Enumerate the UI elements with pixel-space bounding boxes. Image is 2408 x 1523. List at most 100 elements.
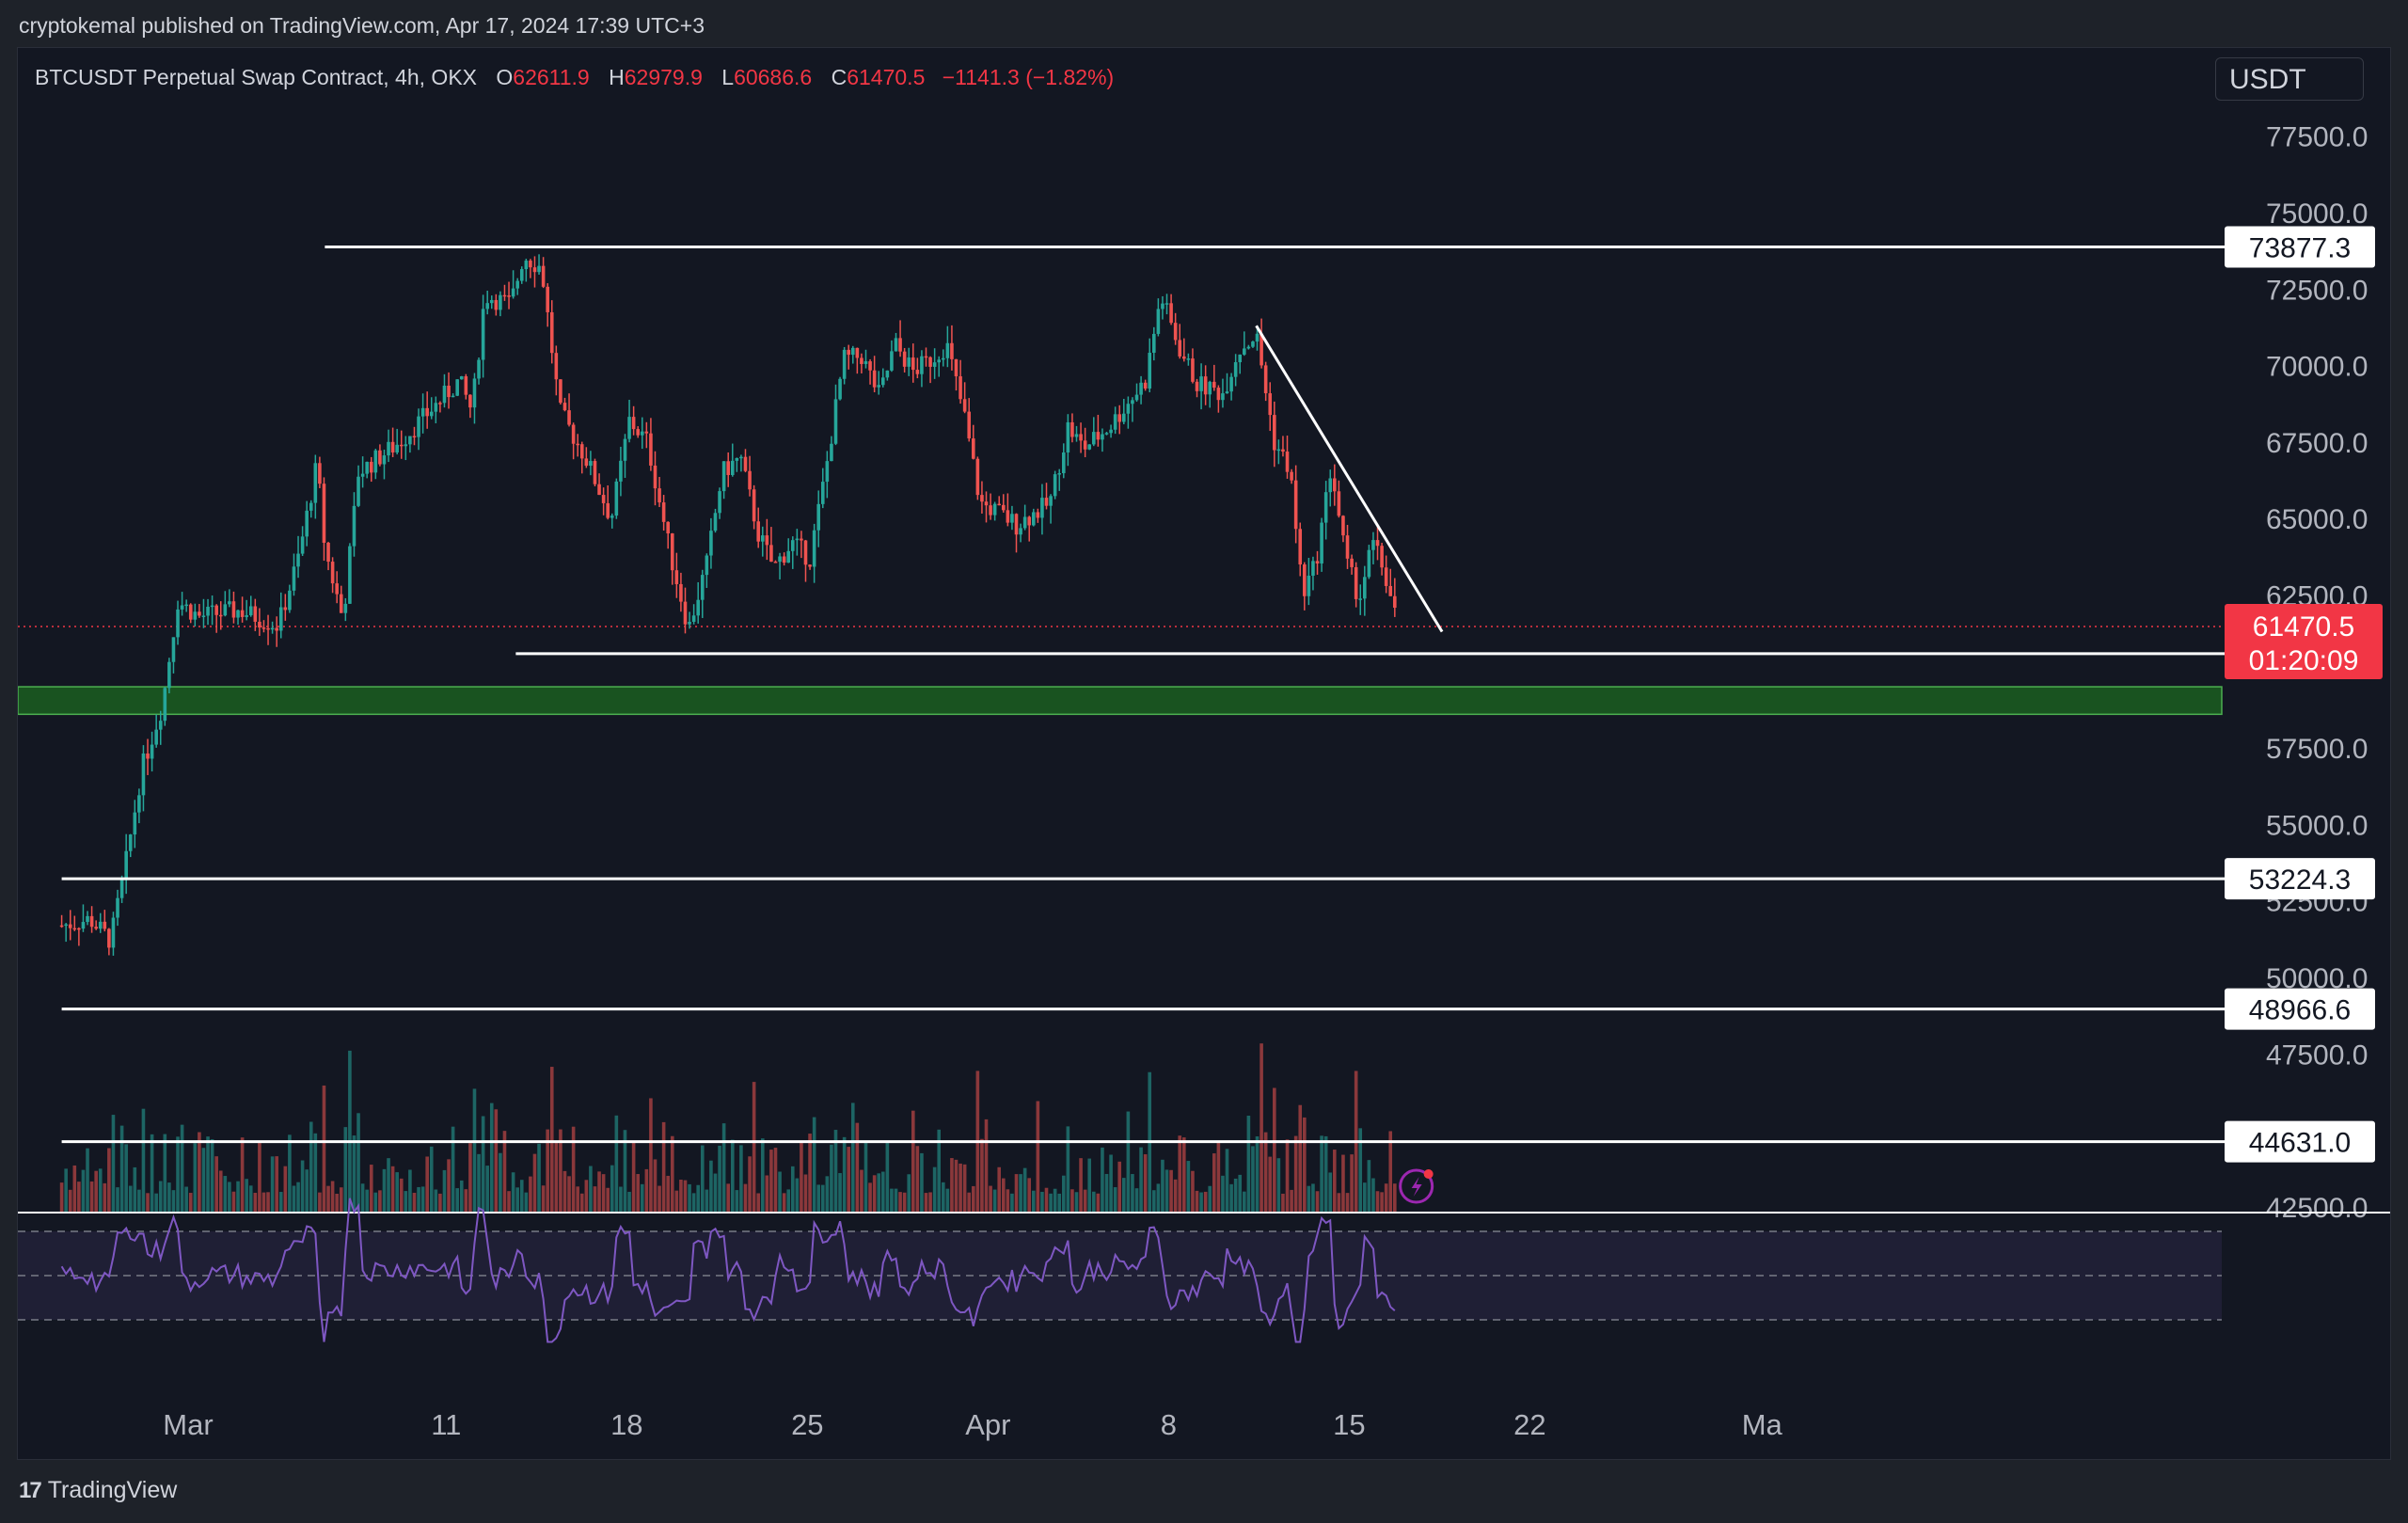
candle-body [576, 443, 579, 446]
y-tick-label: 57500.0 [2266, 734, 2368, 765]
chart-panel[interactable]: 77500.0 75000.0 72500.0 70000.0 67500.0 65000… [17, 47, 2391, 1460]
candle-body [718, 491, 721, 514]
volume-bar [1225, 1149, 1229, 1213]
candle-body [992, 503, 997, 516]
candle-body [442, 385, 447, 404]
candle-body [739, 456, 743, 459]
candle-body [459, 376, 464, 380]
candle-body [989, 505, 992, 516]
candle-body [1195, 381, 1199, 391]
candle-body [1019, 528, 1022, 535]
volume-bar [176, 1136, 180, 1213]
volume-bar [1061, 1175, 1066, 1213]
volume-bar [718, 1145, 721, 1213]
candle-body [253, 606, 258, 622]
candle-body [1057, 473, 1062, 475]
volume-bar [782, 1193, 786, 1213]
candle-body [726, 461, 731, 475]
volume-bar [928, 1192, 932, 1213]
volume-bar [1315, 1191, 1320, 1213]
candle-body [511, 288, 515, 297]
candle-body [666, 521, 670, 534]
volume-bar [231, 1191, 236, 1213]
candle-body [326, 542, 330, 563]
volume-bar [937, 1129, 942, 1213]
volume-bar [1104, 1173, 1109, 1213]
volume-bar [726, 1183, 731, 1213]
volume-bar [920, 1152, 924, 1213]
candle-body [1151, 333, 1156, 353]
candle-body [218, 614, 223, 617]
candle-body [1216, 388, 1221, 401]
candle-body [499, 294, 502, 310]
candle-body [201, 615, 206, 617]
candle-body [1121, 413, 1126, 422]
volume-bar [1212, 1153, 1216, 1213]
volume-bar [1285, 1139, 1290, 1213]
volume-bar [1393, 1183, 1397, 1213]
candle-body [907, 357, 911, 367]
candle-body [1143, 382, 1148, 389]
candle-body [1311, 561, 1315, 576]
volume-bar [989, 1185, 992, 1213]
candle-body [167, 661, 171, 689]
candle-body [898, 338, 902, 352]
candle-body [124, 850, 128, 879]
low-value: 60686.6 [734, 65, 813, 89]
x-tick-label: 18 [610, 1408, 642, 1441]
volume-bar [700, 1145, 705, 1213]
candle-body [515, 280, 519, 289]
candle-body [1221, 393, 1225, 401]
candle-body [507, 295, 511, 297]
price-chart-svg[interactable]: 77500.0 75000.0 72500.0 70000.0 67500.0 65000… [18, 48, 2390, 1459]
candle-body [941, 357, 945, 360]
y-tick-label: 55000.0 [2266, 810, 2368, 841]
open-label: O [496, 65, 514, 89]
volume-bar [760, 1138, 765, 1213]
volume-bar [167, 1182, 171, 1213]
candle-body [339, 594, 343, 613]
candle-body [1268, 393, 1273, 416]
candle-body [562, 403, 567, 411]
volume-bar [619, 1186, 623, 1213]
candle-body [958, 376, 962, 400]
volume-bar [417, 1186, 420, 1213]
candle-body [1079, 434, 1083, 441]
open-value: 62611.9 [513, 65, 590, 89]
volume-bar [128, 1185, 133, 1213]
candle-body [1139, 382, 1143, 395]
candle-body [348, 546, 352, 604]
volume-bar [365, 1189, 369, 1213]
candle-body [820, 482, 825, 504]
candle-body [546, 286, 549, 312]
candle-body [464, 376, 468, 395]
volume-bar [614, 1115, 619, 1213]
candle-body [1259, 333, 1263, 366]
candle-body [1040, 498, 1044, 518]
volume-bar [218, 1170, 223, 1213]
candle-body [567, 410, 571, 425]
last-price-tag-bg [2225, 603, 2383, 679]
candle-body [795, 538, 800, 541]
candle-body [1117, 414, 1122, 422]
candle-body [451, 395, 455, 398]
candle-body [266, 627, 270, 630]
volume-bar [696, 1184, 700, 1213]
level-tag-label: 53224.3 [2249, 865, 2351, 896]
candle-body [962, 399, 967, 412]
volume-bar [1057, 1193, 1062, 1213]
volume-bar [653, 1159, 657, 1213]
tradingview-logo-icon: 17 [19, 1477, 42, 1503]
candle-body [803, 540, 808, 565]
candle-body [412, 436, 417, 438]
candle-body [584, 458, 589, 467]
candle-body [228, 601, 231, 605]
candle-body [494, 299, 499, 310]
volume-bar [674, 1190, 679, 1213]
candle-body [1126, 404, 1131, 414]
currency-selector[interactable]: USDT [2215, 57, 2364, 101]
candle-body [593, 461, 597, 484]
candle-body [1161, 303, 1164, 309]
candle-body [649, 433, 653, 466]
volume-bar [915, 1146, 920, 1213]
